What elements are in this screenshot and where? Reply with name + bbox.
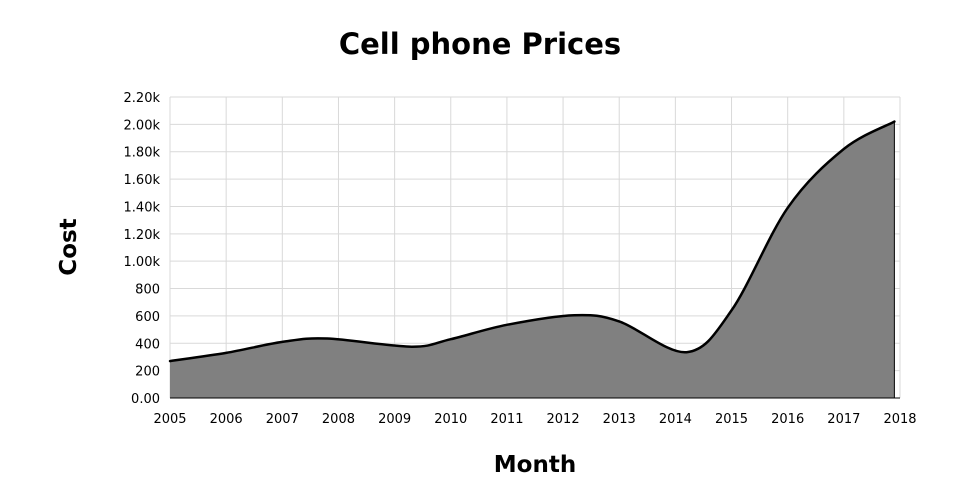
x-axis-title: Month [494, 452, 576, 478]
y-tick-label: 600 [135, 310, 160, 325]
y-tick-label: 2.20k [124, 91, 161, 106]
x-tick-label: 2012 [547, 412, 580, 427]
x-tick-label: 2006 [210, 412, 243, 427]
y-tick-label: 2.00k [124, 118, 161, 133]
x-tick-label: 2007 [266, 412, 299, 427]
y-tick-label: 800 [135, 283, 160, 298]
x-tick-label: 2017 [827, 412, 860, 427]
y-tick-label: 0.00 [131, 392, 160, 407]
x-tick-label: 2013 [603, 412, 636, 427]
y-tick-label: 1.20k [124, 228, 161, 243]
y-tick-labels: 0.00 200 400 600 800 1.00k 1.20k 1.40k 1.60k 1.80… [124, 91, 161, 407]
x-tick-label: 2014 [659, 412, 692, 427]
y-axis-title: Cost [56, 218, 82, 275]
series-line [168, 120, 896, 363]
x-tick-label: 2010 [434, 412, 467, 427]
x-tick-labels: 2005 2006 2007 2008 2009 2010 2011 2012 2013 2014… [153, 412, 916, 427]
x-tick-label: 2008 [322, 412, 355, 427]
y-tick-label: 1.00k [124, 255, 161, 270]
y-tick-label: 1.60k [124, 173, 161, 188]
x-tick-label: 2018 [883, 412, 916, 427]
series-area-fill [170, 121, 895, 398]
x-tick-label: 2005 [153, 412, 186, 427]
y-tick-label: 200 [135, 365, 160, 380]
y-tick-label: 1.40k [124, 200, 161, 215]
x-tick-label: 2009 [378, 412, 411, 427]
x-tick-label: 2016 [771, 412, 804, 427]
series-area-group [168, 120, 896, 398]
y-tick-label: 400 [135, 337, 160, 352]
x-tick-label: 2015 [715, 412, 748, 427]
x-tick-label: 2011 [490, 412, 523, 427]
chart-title: Cell phone Prices [339, 27, 621, 61]
y-tick-label: 1.80k [124, 146, 161, 161]
